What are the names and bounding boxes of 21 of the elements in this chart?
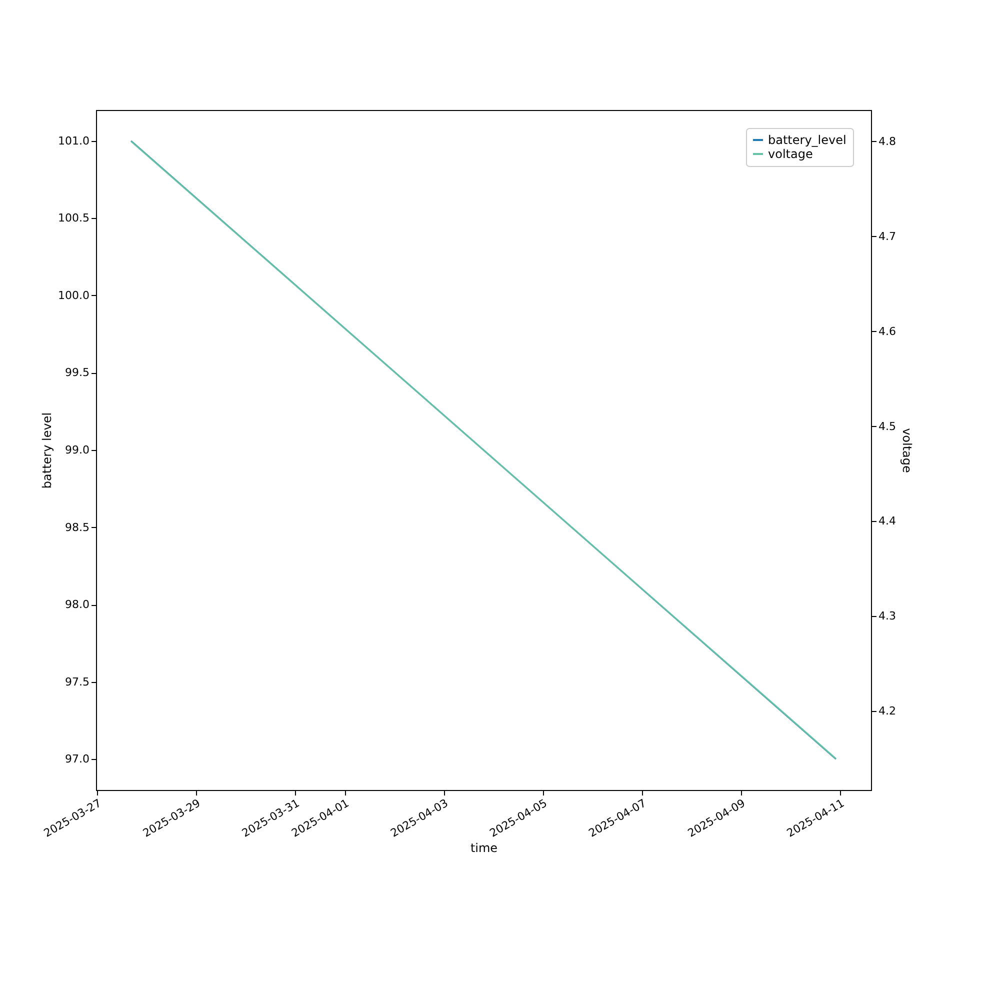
y-axis-title: battery level [40, 412, 54, 489]
legend-label: voltage [768, 147, 813, 161]
y-tick-label: 101.0 [58, 134, 90, 148]
x-axis-title: time [470, 840, 498, 855]
y-tick-label: 100.5 [58, 212, 90, 225]
y-tick-label: 97.0 [65, 752, 90, 766]
y2-tick-label: 4.7 [878, 230, 896, 243]
y-tick-label: 100.0 [58, 288, 90, 302]
y-tick-label: 99.5 [65, 366, 90, 380]
y-tick-label: 98.0 [65, 598, 90, 612]
y2-tick-label: 4.2 [878, 704, 896, 718]
y2-tick-label: 4.4 [878, 514, 896, 528]
y2-tick-label: 4.8 [878, 134, 896, 148]
legend-label: battery_level [768, 133, 846, 147]
y-tick-label: 97.5 [65, 675, 90, 688]
y2-tick-label: 4.5 [878, 420, 896, 433]
y2-axis-title: voltage [900, 428, 914, 473]
y2-tick-label: 4.6 [878, 324, 896, 338]
y-tick-label: 99.0 [65, 444, 90, 456]
y-tick-label: 98.5 [65, 520, 90, 534]
y2-tick-label: 4.3 [878, 610, 896, 623]
